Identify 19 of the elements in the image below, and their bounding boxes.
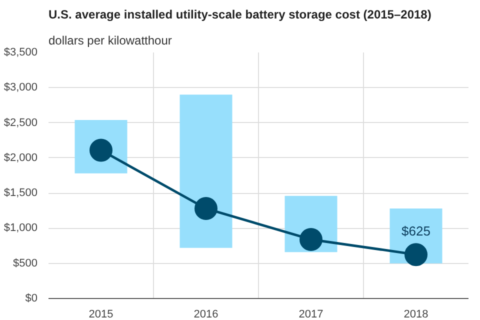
chart-subtitle: dollars per kilowatthour bbox=[48, 34, 172, 48]
y-tick-label: $2,500 bbox=[4, 116, 38, 129]
y-tick-label: $500 bbox=[13, 257, 38, 270]
point bbox=[300, 228, 322, 251]
y-tick-label: $2,000 bbox=[4, 152, 38, 164]
x-tick-label: 2016 bbox=[194, 308, 218, 320]
x-tick-label: 2017 bbox=[298, 308, 324, 320]
y-tick-label: $0 bbox=[25, 292, 38, 304]
bar bbox=[180, 94, 232, 248]
point bbox=[194, 197, 218, 220]
y-tick-label: $3,000 bbox=[4, 82, 38, 94]
x-tick-label: 2015 bbox=[88, 308, 114, 320]
y-tick-label: $1,500 bbox=[4, 187, 38, 200]
x-tick-label: 2018 bbox=[404, 308, 428, 320]
y-tick-label: $1,000 bbox=[4, 222, 38, 234]
point bbox=[404, 243, 428, 266]
data-label: $625 bbox=[402, 224, 430, 239]
y-tick-label: $3,500 bbox=[4, 46, 38, 58]
chart-title: U.S. average installed utility-scale battery storage cost (2015–2018) bbox=[48, 8, 432, 22]
